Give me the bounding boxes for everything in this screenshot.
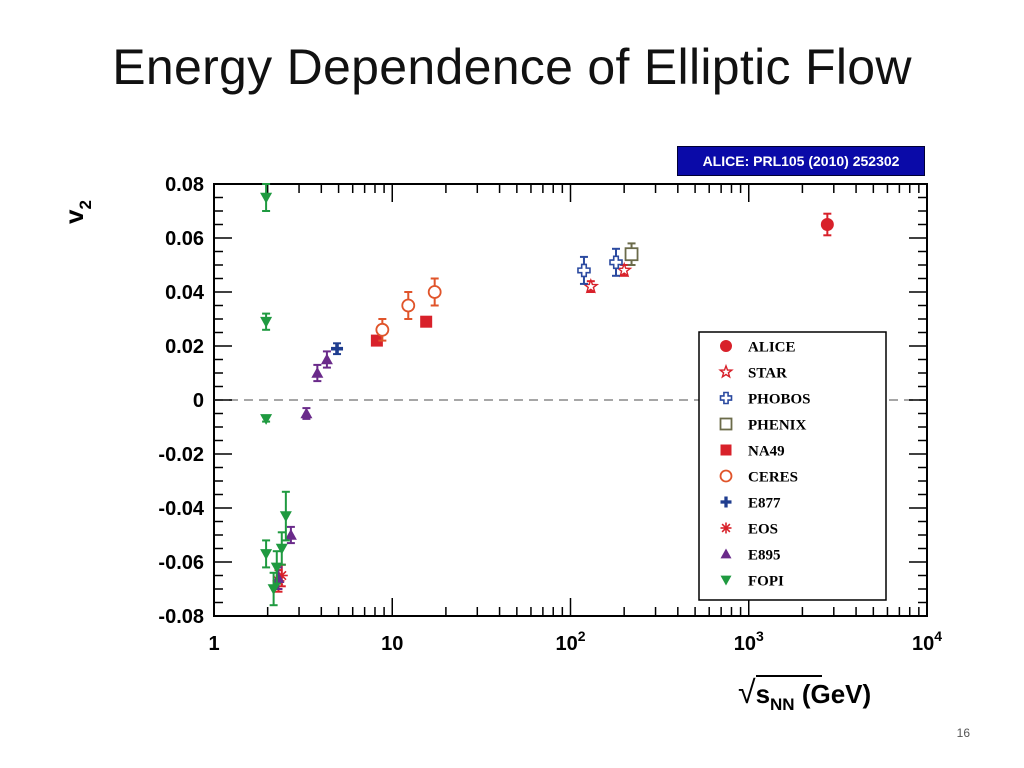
legend-marker-e895 — [720, 548, 732, 559]
legend-marker-star — [718, 363, 734, 379]
data-point-alice — [820, 218, 834, 231]
tick-labels: 0.08 0.06 0.04 0.02 0 -0.02 -0.04 -0.06 -0.081 10… — [59, 174, 942, 714]
data-point-fopi — [275, 543, 288, 555]
y-tick-label: -0.08 — [158, 606, 204, 628]
data-points — [260, 183, 834, 607]
x-tick-label: 10 — [381, 633, 403, 655]
legend-label-alice: ALICE — [748, 340, 796, 356]
legend-marker-ceres — [719, 469, 733, 483]
legend-label-fopi: FOPI — [748, 574, 784, 590]
data-point-ceres — [375, 322, 390, 337]
data-point-fopi — [260, 414, 273, 425]
y-tick-label: 0.08 — [165, 174, 204, 196]
legend-marker-phenix — [719, 417, 733, 431]
data-point-ceres — [427, 285, 442, 299]
data-point-e895 — [284, 529, 297, 540]
data-point-phenix — [624, 247, 639, 262]
data-point-phobos — [577, 263, 591, 278]
y-tick-label: -0.06 — [158, 552, 204, 574]
data-point-star — [582, 277, 600, 294]
y-tick-label: 0.06 — [165, 228, 204, 250]
y-tick-label: -0.02 — [158, 444, 204, 466]
y-tick-label: 0.04 — [165, 282, 205, 304]
data-point-e895 — [272, 572, 285, 583]
data-point-na49 — [370, 334, 383, 347]
x-axis-label: √sNN (GeV) — [738, 674, 871, 714]
legend-marker-alice — [720, 340, 732, 352]
y-tick-label: 0.02 — [165, 336, 204, 358]
tick-marks — [213, 183, 927, 617]
y-axis-label: v2 — [59, 200, 95, 224]
legend-label-phenix: PHENIX — [748, 418, 807, 434]
y-tick-label: -0.04 — [158, 498, 204, 520]
data-point-e895 — [311, 367, 324, 378]
citation-badge: ALICE: PRL105 (2010) 252302 — [677, 146, 925, 176]
y-tick-label: 0 — [193, 390, 204, 412]
slide-number: 16 — [956, 726, 970, 740]
data-point-e895 — [320, 353, 333, 365]
data-point-phobos — [609, 255, 623, 270]
slide-title: Energy Dependence of Elliptic Flow — [112, 39, 912, 95]
data-point-star — [615, 261, 633, 278]
x-tick-label: 104 — [912, 628, 942, 655]
legend-marker-fopi — [720, 575, 732, 586]
legend-marker-na49 — [720, 444, 732, 456]
data-point-e895 — [300, 407, 313, 419]
legend-label-ceres: CERES — [748, 470, 798, 486]
data-point-fopi — [279, 511, 292, 523]
legend-label-e895: E895 — [748, 548, 781, 564]
data-point-fopi — [260, 316, 273, 328]
data-point-na49 — [420, 315, 433, 328]
data-point-fopi — [260, 549, 273, 560]
legend-label-phobos: PHOBOS — [748, 392, 811, 408]
legend-marker-e877 — [720, 496, 732, 508]
legend-label-na49: NA49 — [748, 444, 785, 460]
legend-label-star: STAR — [748, 366, 787, 382]
legend: ALICE STAR PHOBOS PHENIX NA49 CERES E877 EOS E89… — [698, 331, 887, 601]
data-point-e877 — [331, 342, 344, 355]
x-tick-label: 103 — [734, 628, 764, 655]
x-tick-label: 102 — [555, 628, 585, 655]
legend-label-e877: E877 — [748, 496, 781, 512]
legend-marker-phobos — [719, 391, 733, 405]
x-tick-label: 1 — [208, 633, 219, 655]
legend-marker-eos — [720, 522, 732, 534]
data-point-ceres — [401, 298, 416, 313]
legend-label-eos: EOS — [748, 522, 778, 538]
data-point-fopi — [260, 192, 273, 204]
data-point-fopi — [267, 584, 280, 595]
